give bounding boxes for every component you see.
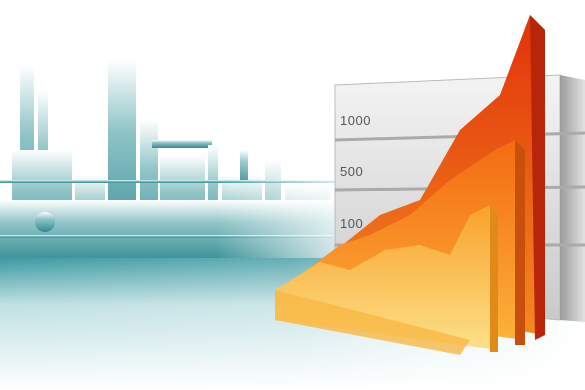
axis-label: 500 xyxy=(340,164,363,179)
plant-fade xyxy=(0,0,360,270)
growth-ribbons xyxy=(275,15,545,355)
axis-label: 1000 xyxy=(340,113,371,128)
axis-label: 100 xyxy=(340,216,363,231)
